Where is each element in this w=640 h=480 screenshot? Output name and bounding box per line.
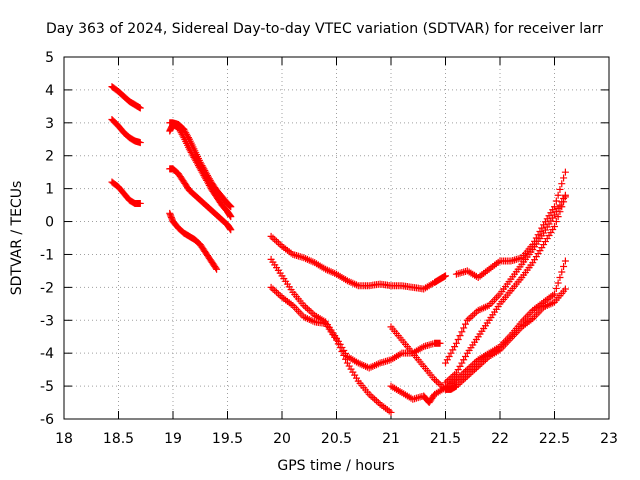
data-point-interp: [458, 328, 466, 336]
data-point: [136, 104, 144, 112]
data-point: [333, 336, 340, 344]
y-tick-label: -2: [40, 280, 54, 296]
data-point: [436, 339, 444, 347]
x-tick-label: 21.5: [430, 431, 461, 447]
y-tick-label: 1: [45, 182, 54, 198]
data-point: [136, 139, 144, 147]
y-tick-label: 0: [45, 215, 54, 231]
x-tick-label: 20.5: [321, 431, 352, 447]
y-tick-label: 2: [45, 149, 54, 165]
data-point-interp: [554, 213, 562, 221]
series-s12: [387, 257, 569, 407]
data-point: [213, 265, 221, 273]
series-s6: [166, 165, 235, 234]
y-tick-label: -4: [40, 346, 54, 362]
series-s13: [442, 193, 569, 387]
data-point-interp: [338, 348, 346, 356]
y-tick-label: 5: [45, 50, 54, 66]
data-point-interp: [212, 264, 220, 272]
tick-marks: [63, 56, 610, 420]
x-tick-labels: 18 18.5 19 19.5 20 20.5 21 21.5 22 22.5 23: [55, 431, 618, 447]
series-s8: [267, 232, 449, 293]
y-axis-label: SDTVAR / TECUs: [9, 181, 25, 296]
series-s10: [267, 283, 395, 416]
x-tick-label: 22: [491, 431, 509, 447]
grid-lines: [64, 57, 609, 419]
x-tick-label: 21: [382, 431, 400, 447]
chart-title: Day 363 of 2024, Sidereal Day-to-day VTE…: [46, 21, 603, 37]
series-s14: [442, 191, 569, 367]
data-point: [551, 203, 558, 211]
data-point-interp: [456, 332, 464, 340]
data-point: [551, 222, 558, 230]
y-tick-label: -3: [40, 313, 54, 329]
data-point-interp: [340, 351, 348, 359]
data-point-interp: [556, 273, 564, 281]
series-s15: [452, 168, 569, 281]
x-axis-label: GPS time / hours: [277, 458, 394, 474]
data-point-interp: [460, 324, 468, 332]
data-point: [387, 408, 395, 416]
series-s2: [108, 116, 144, 147]
series-s3: [108, 178, 144, 207]
data-point-interp: [558, 268, 566, 276]
data-point: [442, 272, 449, 280]
x-tick-label: 22.5: [539, 431, 570, 447]
x-tick-label: 23: [600, 431, 618, 447]
x-tick-label: 20: [273, 431, 291, 447]
series-s1: [108, 83, 144, 112]
y-tick-label: -5: [40, 379, 54, 395]
data-point-interp: [552, 284, 560, 292]
data-point-interp: [558, 180, 566, 188]
x-tick-label: 19.5: [212, 431, 243, 447]
series-s7: [166, 209, 221, 273]
data-point-interp: [336, 344, 344, 352]
data-point-interp: [560, 174, 568, 182]
data-point-interp: [461, 320, 469, 328]
y-tick-label: -1: [40, 247, 54, 263]
data-point: [227, 226, 235, 234]
data-point: [227, 213, 235, 221]
data-point: [227, 203, 235, 211]
data-point-interp: [342, 355, 350, 363]
x-tick-label: 18.5: [103, 431, 134, 447]
x-tick-label: 19: [164, 431, 182, 447]
x-tick-label: 18: [55, 431, 73, 447]
y-tick-label: -6: [40, 412, 54, 428]
data-point-interp: [334, 340, 342, 348]
data-point-interp: [552, 197, 560, 205]
data-point: [561, 285, 569, 293]
data-point: [452, 339, 460, 347]
data-point-interp: [179, 132, 187, 140]
y-tick-label: 4: [45, 83, 54, 99]
data-point: [561, 168, 569, 176]
data-point-interp: [560, 263, 568, 271]
data-point: [561, 191, 569, 199]
data-point-interp: [554, 191, 562, 199]
series-s5: [166, 120, 235, 221]
data-point: [136, 199, 144, 207]
data-point-interp: [556, 185, 564, 193]
data-point-interp: [554, 279, 562, 287]
data-point: [561, 257, 569, 265]
data-points: [108, 83, 569, 416]
y-tick-label: 3: [45, 116, 54, 132]
data-point-interp: [454, 335, 462, 343]
data-point: [551, 290, 558, 298]
y-tick-labels: -6 -5 -4 -3 -2 -1 0 1 2 3 4 5: [40, 50, 54, 428]
